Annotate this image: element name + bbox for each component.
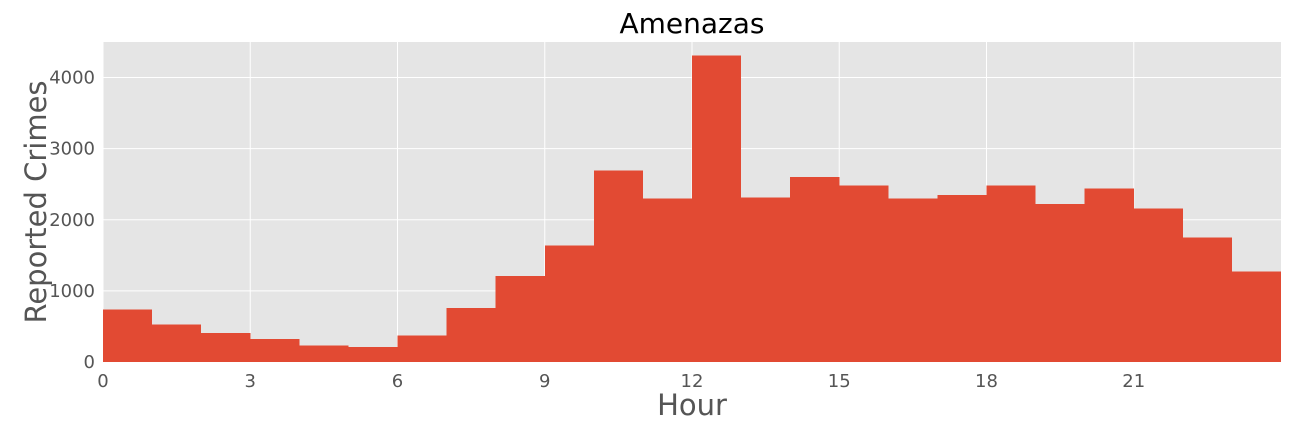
histogram-bar [446, 307, 496, 362]
histogram-bar [152, 324, 202, 362]
x-tick-label: 3 [245, 371, 256, 392]
y-tick-labels: 0 1000 2000 3000 4000 [49, 68, 95, 373]
x-tick-label: 6 [392, 371, 403, 392]
histogram-bar [986, 185, 1036, 362]
x-tick-label: 15 [828, 371, 851, 392]
y-tick-label: 2000 [49, 210, 95, 231]
histogram-bar [839, 185, 889, 362]
y-tick-label: 4000 [49, 68, 95, 89]
histogram-bar [1231, 271, 1281, 362]
histogram-bar [103, 309, 153, 362]
histogram-bar [299, 345, 349, 362]
histogram-bar [1035, 204, 1085, 362]
histogram-bar [1182, 237, 1232, 362]
y-tick-label: 3000 [49, 139, 95, 160]
histogram-bar [1133, 208, 1183, 362]
histogram-bar [201, 332, 251, 362]
bars [103, 55, 1281, 363]
y-axis-label: Reported Crimes [19, 80, 53, 323]
histogram-bar [790, 177, 840, 362]
histogram-bar [593, 170, 643, 362]
histogram-bar [495, 275, 545, 362]
y-tick-label: 0 [84, 352, 95, 373]
x-tick-label: 18 [975, 371, 998, 392]
histogram-bar [544, 245, 594, 362]
histogram-bar [642, 198, 692, 362]
x-tick-labels: 0 3 6 9 12 15 18 21 [97, 371, 1145, 392]
histogram-bar [348, 347, 398, 362]
x-tick-label: 21 [1122, 371, 1145, 392]
histogram-bar [741, 197, 791, 362]
histogram-bar [888, 198, 938, 362]
x-tick-label: 9 [539, 371, 550, 392]
histogram-bar [692, 55, 742, 363]
histogram-bar [937, 194, 987, 362]
x-axis-label: Hour [657, 388, 727, 422]
x-tick-label: 0 [97, 371, 108, 392]
y-tick-label: 1000 [49, 281, 95, 302]
histogram-bar [397, 335, 447, 362]
histogram-bar [250, 339, 300, 362]
histogram-bar [1084, 188, 1134, 362]
chart-title: Amenazas [619, 7, 764, 40]
x-tick-label: 12 [681, 371, 704, 392]
